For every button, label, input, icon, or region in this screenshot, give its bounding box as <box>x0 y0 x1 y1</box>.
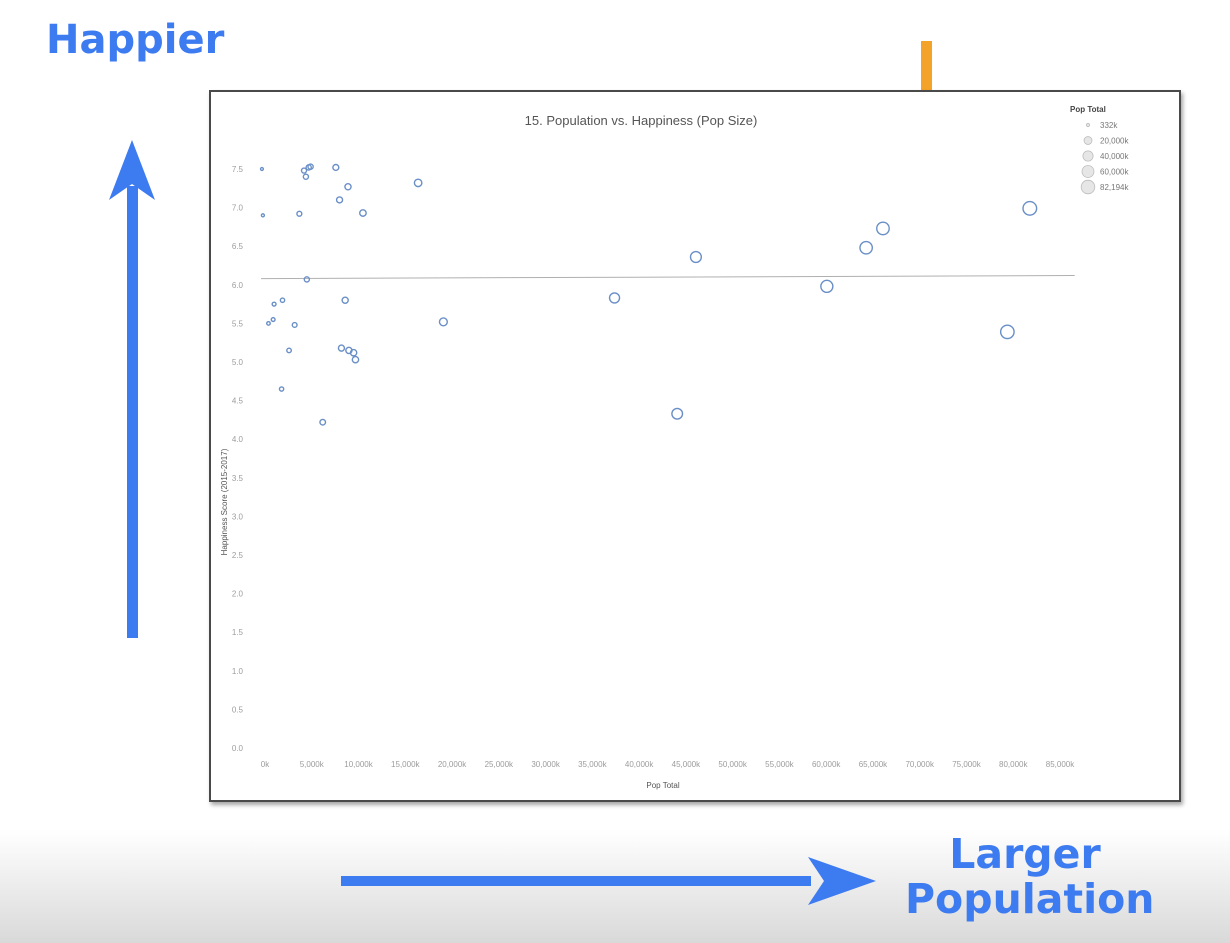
larger-label-line1: Larger <box>949 830 1101 878</box>
data-point <box>359 209 367 217</box>
x-tick-label: 50,000k <box>718 760 747 769</box>
data-point <box>279 297 286 304</box>
data-point <box>608 292 621 304</box>
y-tick-label: 0.5 <box>232 705 244 714</box>
y-axis-ticks: 0.0 0.5 1.0 1.5 2.0 2.5 3.0 3.5 4.0 4.5 5.0 5.5 6.0 6… <box>232 165 244 753</box>
data-point <box>349 348 358 357</box>
trend-line <box>260 275 1075 280</box>
data-point <box>266 320 271 326</box>
y-tick-label: 7.0 <box>232 204 244 213</box>
x-tick-label: 10,000k <box>344 760 373 769</box>
x-tick-label: 55,000k <box>765 760 794 769</box>
x-tick-label: 80,000k <box>999 760 1028 769</box>
legend-entry-label: 82,194k <box>1100 183 1129 192</box>
legend-entry-label: 20,000k <box>1100 137 1129 146</box>
up-arrow-icon <box>109 140 155 638</box>
right-arrow-icon <box>341 857 876 905</box>
x-tick-label: 75,000k <box>952 760 981 769</box>
y-tick-label: 5.0 <box>232 358 244 367</box>
trend-line-group <box>260 275 1075 280</box>
y-tick-label: 0.0 <box>232 744 244 753</box>
data-point <box>319 418 327 426</box>
data-point <box>999 324 1015 340</box>
data-point <box>286 347 293 354</box>
legend-swatch <box>1081 165 1095 178</box>
legend-swatch <box>1086 123 1090 127</box>
x-tick-label: 30,000k <box>531 760 560 769</box>
y-tick-label: 7.5 <box>232 165 244 174</box>
data-point <box>689 250 703 264</box>
legend-swatch <box>1080 179 1096 195</box>
y-tick-label: 2.5 <box>232 551 244 560</box>
x-tick-label: 85,000k <box>1046 760 1075 769</box>
y-tick-label: 5.5 <box>232 319 244 328</box>
x-axis-ticks: 0k 5,000k 10,000k 15,000k 20,000k 25,000k 30,0… <box>261 760 1075 769</box>
data-point <box>303 276 311 283</box>
x-tick-label: 40,000k <box>625 760 654 769</box>
legend-entry-label: 40,000k <box>1100 152 1129 161</box>
x-tick-label: 5,000k <box>300 760 325 769</box>
data-point <box>260 213 266 218</box>
data-points <box>259 163 1038 426</box>
data-point <box>859 240 874 255</box>
legend-entry-label: 332k <box>1100 121 1118 130</box>
y-axis-label: Happiness Score (2015-2017) <box>220 448 229 555</box>
data-point <box>300 167 308 174</box>
data-point <box>341 296 349 304</box>
y-tick-label: 1.0 <box>232 667 244 676</box>
happier-label: Happier <box>46 17 225 63</box>
y-tick-label: 3.0 <box>232 512 244 521</box>
y-tick-label: 3.5 <box>232 474 244 483</box>
data-point <box>671 407 684 420</box>
data-point <box>1022 200 1038 216</box>
x-tick-label: 15,000k <box>391 760 420 769</box>
data-point <box>335 196 344 204</box>
data-point <box>344 182 352 191</box>
data-point <box>438 317 449 327</box>
x-tick-label: 35,000k <box>578 760 607 769</box>
data-point <box>876 221 890 236</box>
data-point <box>820 279 834 294</box>
y-tick-label: 4.0 <box>232 435 244 444</box>
data-point <box>413 178 423 188</box>
x-tick-label: 25,000k <box>485 760 514 769</box>
x-tick-label: 45,000k <box>672 760 701 769</box>
data-point <box>278 386 285 392</box>
y-tick-label: 2.0 <box>232 590 244 599</box>
data-point <box>291 321 298 329</box>
scatter-chart: 15. Population vs. Happiness (Pop Size) … <box>220 105 1129 790</box>
chart-panel: 15. Population vs. Happiness (Pop Size) … <box>209 90 1181 802</box>
legend-swatch <box>1082 150 1094 162</box>
y-tick-label: 1.5 <box>232 628 244 637</box>
data-point <box>307 163 314 171</box>
x-tick-label: 0k <box>261 760 270 769</box>
x-tick-label: 20,000k <box>438 760 467 769</box>
data-point <box>351 355 360 364</box>
larger-label-line2: Population <box>905 875 1155 924</box>
legend-swatch <box>1083 136 1093 145</box>
data-point <box>296 210 303 217</box>
legend-entry-label: 60,000k <box>1100 168 1129 177</box>
data-point <box>271 301 277 307</box>
x-tick-label: 60,000k <box>812 760 841 769</box>
x-tick-label: 65,000k <box>859 760 888 769</box>
larger-population-label: Larger Population <box>905 830 1155 924</box>
chart-title: 15. Population vs. Happiness (Pop Size) <box>525 113 758 128</box>
data-point <box>337 344 346 352</box>
data-point <box>259 166 265 172</box>
y-tick-label: 6.5 <box>232 242 244 251</box>
x-tick-label: 70,000k <box>905 760 934 769</box>
x-axis-label: Pop Total <box>646 781 679 790</box>
y-tick-label: 4.5 <box>232 397 244 406</box>
size-legend: Pop Total 332k 20,000k 40,000k 60,000k 82,19… <box>1070 105 1129 195</box>
data-point <box>302 173 310 180</box>
data-point <box>332 163 340 172</box>
legend-title: Pop Total <box>1070 105 1106 114</box>
y-tick-label: 6.0 <box>232 281 244 290</box>
data-point <box>270 316 276 323</box>
